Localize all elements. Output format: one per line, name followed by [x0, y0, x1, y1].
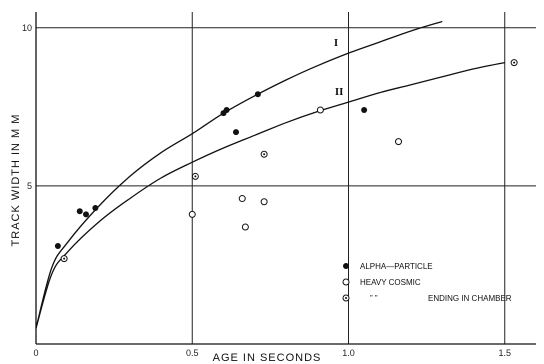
- point-open: [260, 198, 268, 206]
- legend: ALPHA—PARTICLE HEAVY COSMIC ” ” ENDING I…: [342, 262, 512, 303]
- legend-marker-open-circle: [342, 278, 350, 286]
- curve-label-II: II: [335, 86, 344, 98]
- point-open: [395, 138, 402, 146]
- x-tick-label: 0.5: [186, 348, 199, 358]
- tick-labels: 0 0.5 1.0 1.5 5 10: [22, 23, 511, 358]
- point-filled: [83, 211, 89, 218]
- legend-marker-filled-circle: [343, 263, 349, 269]
- fitted-curves: III: [35, 20, 505, 329]
- point-filled: [233, 129, 239, 136]
- point-open: [316, 106, 324, 114]
- point-filled: [76, 208, 83, 215]
- legend-item-alpha-particle: ALPHA—PARTICLE: [343, 262, 433, 271]
- x-tick-label: 1.5: [498, 348, 511, 358]
- axes: [35, 12, 536, 345]
- legend-marker-dot: [345, 297, 347, 299]
- legend-item-heavy-cosmic: HEAVY COSMIC: [342, 278, 421, 287]
- legend-label-alpha-particle: ALPHA—PARTICLE: [360, 262, 433, 271]
- point-filled: [54, 242, 61, 249]
- point-dotted-center: [513, 61, 516, 64]
- point-filled: [361, 107, 368, 114]
- data-points: [54, 59, 518, 263]
- y-tick-label: 10: [22, 23, 32, 33]
- point-filled: [254, 91, 261, 98]
- y-axis-title: TRACK WIDTH IN M M: [10, 114, 22, 247]
- legend-label-ending-in-chamber: ENDING IN CHAMBER: [428, 294, 512, 303]
- point-open: [188, 210, 196, 218]
- curve-II: [35, 61, 505, 329]
- x-tick-label: 1.0: [342, 348, 355, 358]
- point-dotted-center: [263, 153, 266, 156]
- legend-ditto-marks: ” ”: [370, 294, 378, 303]
- point-open: [238, 195, 246, 203]
- curve-label-I: I: [334, 37, 338, 49]
- point-filled: [92, 205, 99, 212]
- x-tick-label: 0: [33, 348, 38, 358]
- point-open: [241, 223, 249, 231]
- point-filled: [223, 107, 230, 114]
- legend-label-heavy-cosmic: HEAVY COSMIC: [360, 278, 421, 287]
- y-tick-label: 5: [27, 181, 32, 191]
- point-dotted-center: [63, 257, 66, 260]
- point-dotted-center: [194, 175, 197, 178]
- legend-item-ending-in-chamber: ” ” ENDING IN CHAMBER: [342, 294, 512, 303]
- x-axis-title: AGE IN SECONDS: [213, 352, 322, 364]
